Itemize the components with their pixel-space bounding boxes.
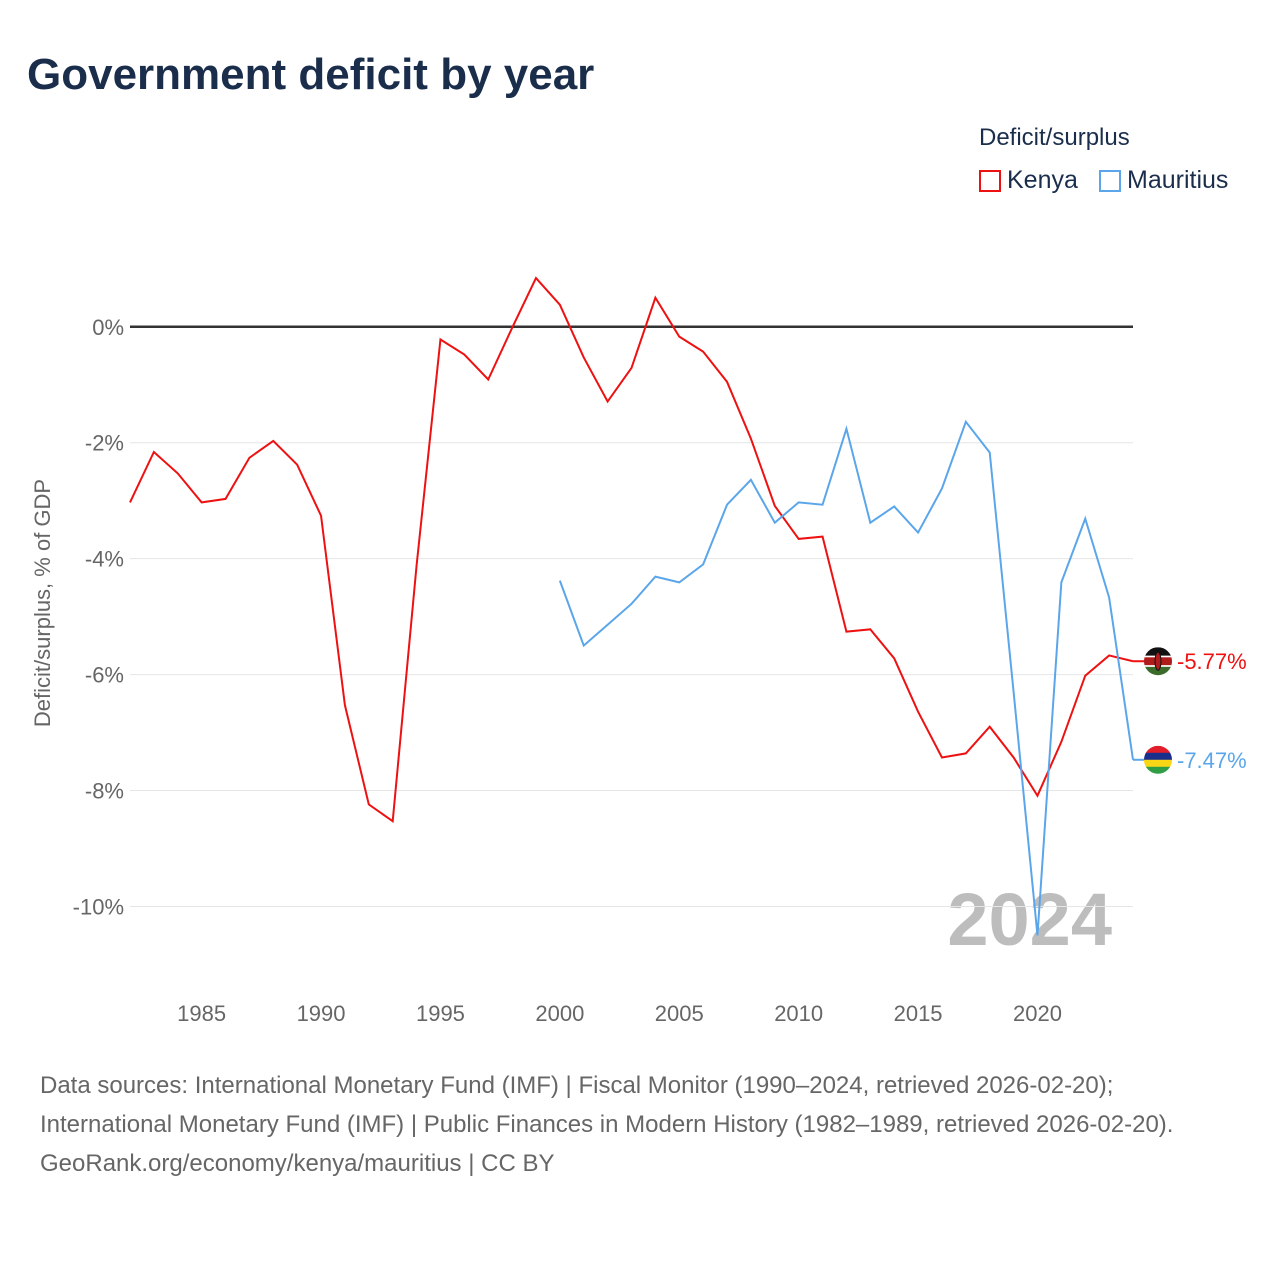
x-tick-label: 1995	[416, 1001, 465, 1026]
kenya-flag-icon	[1144, 647, 1172, 676]
x-tick-label: 2020	[1013, 1001, 1062, 1026]
series-line-kenya	[129, 276, 1134, 824]
y-tick-label: -4%	[85, 547, 124, 572]
end-value-label-kenya: -5.77%	[1177, 649, 1247, 674]
y-tick-label: -2%	[85, 431, 124, 456]
x-tick-label: 2015	[894, 1001, 943, 1026]
watermark-year: 2024	[947, 878, 1112, 961]
y-tick-label: -8%	[85, 779, 124, 804]
x-tick-label: 2005	[655, 1001, 704, 1026]
y-tick-label: -10%	[73, 894, 124, 919]
attribution-link[interactable]: GeoRank.org/economy/kenya/mauritius | CC…	[40, 1150, 555, 1177]
legend-swatch-kenya	[979, 169, 1001, 192]
x-tick-label: 2010	[774, 1001, 823, 1026]
mauritius-flag-icon	[1144, 745, 1172, 774]
series-line-mauritius	[558, 419, 1134, 936]
sources: Data sources: International Monetary Fun…	[40, 1066, 1240, 1183]
legend-item-mauritius[interactable]: Mauritius	[1099, 166, 1228, 195]
y-axis-label: Deficit/surplus, % of GDP	[30, 479, 55, 727]
y-tick-label: -6%	[85, 663, 124, 688]
y-tick-label: 0%	[92, 315, 124, 340]
legend-title: Deficit/surplus	[979, 124, 1130, 151]
line-chart: 2024 0% -2% -4% -6% -8% -10% 1985 1990 1995 2000 20…	[30, 276, 1247, 1026]
x-tick-label: 1990	[297, 1001, 346, 1026]
legend-swatch-mauritius	[1099, 169, 1121, 192]
legend-label: Kenya	[1007, 166, 1078, 194]
chart-title: Government deficit by year	[27, 50, 595, 99]
x-tick-label: 2000	[535, 1001, 584, 1026]
x-tick-label: 1985	[177, 1001, 226, 1026]
legend-item-kenya[interactable]: Kenya	[979, 166, 1078, 195]
data-sources-text: Data sources: International Monetary Fun…	[40, 1072, 1174, 1138]
end-value-label-mauritius: -7.47%	[1177, 748, 1247, 773]
legend-label: Mauritius	[1127, 166, 1229, 194]
